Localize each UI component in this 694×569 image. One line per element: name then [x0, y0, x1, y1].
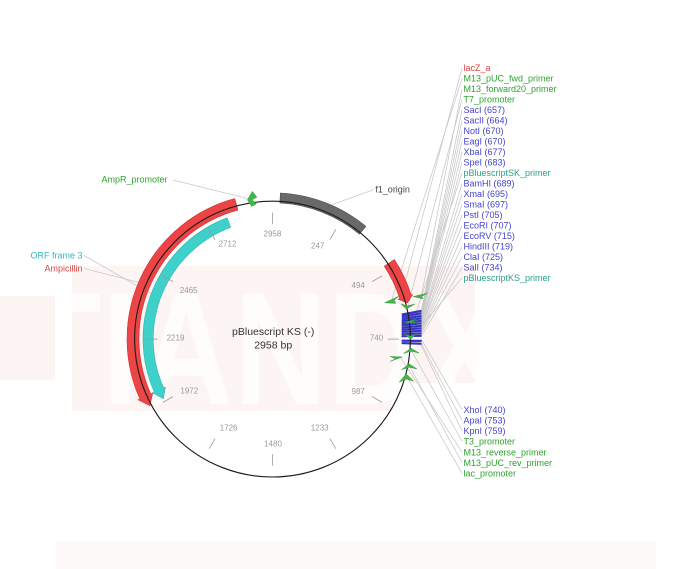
svg-text:1480: 1480	[264, 439, 282, 448]
svg-text:SacI (657): SacI (657)	[464, 105, 506, 115]
svg-text:pBluescript KS (-): pBluescript KS (-)	[232, 326, 314, 338]
svg-text:ORF frame 3: ORF frame 3	[30, 251, 82, 261]
svg-text:EcoRV (715): EcoRV (715)	[464, 231, 515, 241]
svg-text:ClaI (725): ClaI (725)	[464, 252, 504, 262]
svg-text:2958 bp: 2958 bp	[254, 339, 292, 351]
svg-text:PstI (705): PstI (705)	[464, 210, 503, 220]
svg-text:BamHI (689): BamHI (689)	[464, 179, 515, 189]
svg-text:HindIII (719): HindIII (719)	[464, 242, 514, 252]
svg-text:2219: 2219	[167, 333, 185, 342]
svg-text:SmaI (697): SmaI (697)	[464, 200, 509, 210]
svg-text:lac_promoter: lac_promoter	[464, 469, 517, 479]
svg-text:M13_reverse_primer: M13_reverse_primer	[464, 447, 547, 457]
svg-text:SpeI (683): SpeI (683)	[464, 158, 506, 168]
svg-text:M13_pUC_rev_primer: M13_pUC_rev_primer	[464, 458, 553, 468]
svg-text:SacII (664): SacII (664)	[464, 116, 508, 126]
svg-text:lacZ_a: lacZ_a	[464, 63, 491, 73]
svg-text:AmpR_promoter: AmpR_promoter	[102, 174, 168, 184]
svg-text:T3_promoter: T3_promoter	[464, 437, 516, 447]
svg-text:M13_pUC_fwd_primer: M13_pUC_fwd_primer	[464, 74, 554, 84]
svg-text:Ampicillin: Ampicillin	[44, 264, 82, 274]
svg-text:KpnI (759): KpnI (759)	[464, 426, 506, 436]
svg-text:pBluescriptSK_primer: pBluescriptSK_primer	[464, 168, 551, 178]
svg-text:XhoI (740): XhoI (740)	[464, 405, 506, 415]
svg-text:NotI (670): NotI (670)	[464, 126, 504, 136]
svg-text:1726: 1726	[220, 424, 238, 433]
svg-text:pBluescriptKS_primer: pBluescriptKS_primer	[464, 273, 551, 283]
svg-text:740: 740	[370, 333, 384, 342]
svg-text:XbaI (677): XbaI (677)	[464, 147, 506, 157]
svg-text:1972: 1972	[180, 386, 198, 395]
svg-text:2958: 2958	[264, 229, 282, 238]
svg-text:XmaI (695): XmaI (695)	[464, 189, 509, 199]
svg-text:EagI (670): EagI (670)	[464, 137, 506, 147]
svg-text:987: 987	[352, 387, 366, 396]
svg-text:M13_forward20_primer: M13_forward20_primer	[464, 84, 557, 94]
svg-text:2712: 2712	[219, 239, 237, 248]
svg-text:1233: 1233	[311, 424, 329, 433]
svg-text:EcoRI (707): EcoRI (707)	[464, 221, 512, 231]
svg-text:f1_origin: f1_origin	[375, 185, 410, 195]
svg-text:ApaI (753): ApaI (753)	[464, 416, 506, 426]
svg-text:SalI (734): SalI (734)	[464, 263, 503, 273]
svg-text:247: 247	[311, 241, 325, 250]
svg-text:494: 494	[352, 281, 366, 290]
svg-text:T7_promoter: T7_promoter	[464, 95, 516, 105]
svg-text:2465: 2465	[180, 286, 198, 295]
